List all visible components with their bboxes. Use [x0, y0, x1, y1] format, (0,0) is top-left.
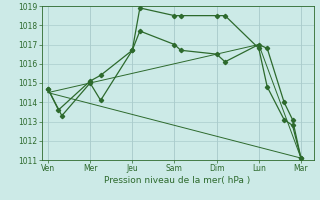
X-axis label: Pression niveau de la mer( hPa ): Pression niveau de la mer( hPa ) — [104, 176, 251, 185]
